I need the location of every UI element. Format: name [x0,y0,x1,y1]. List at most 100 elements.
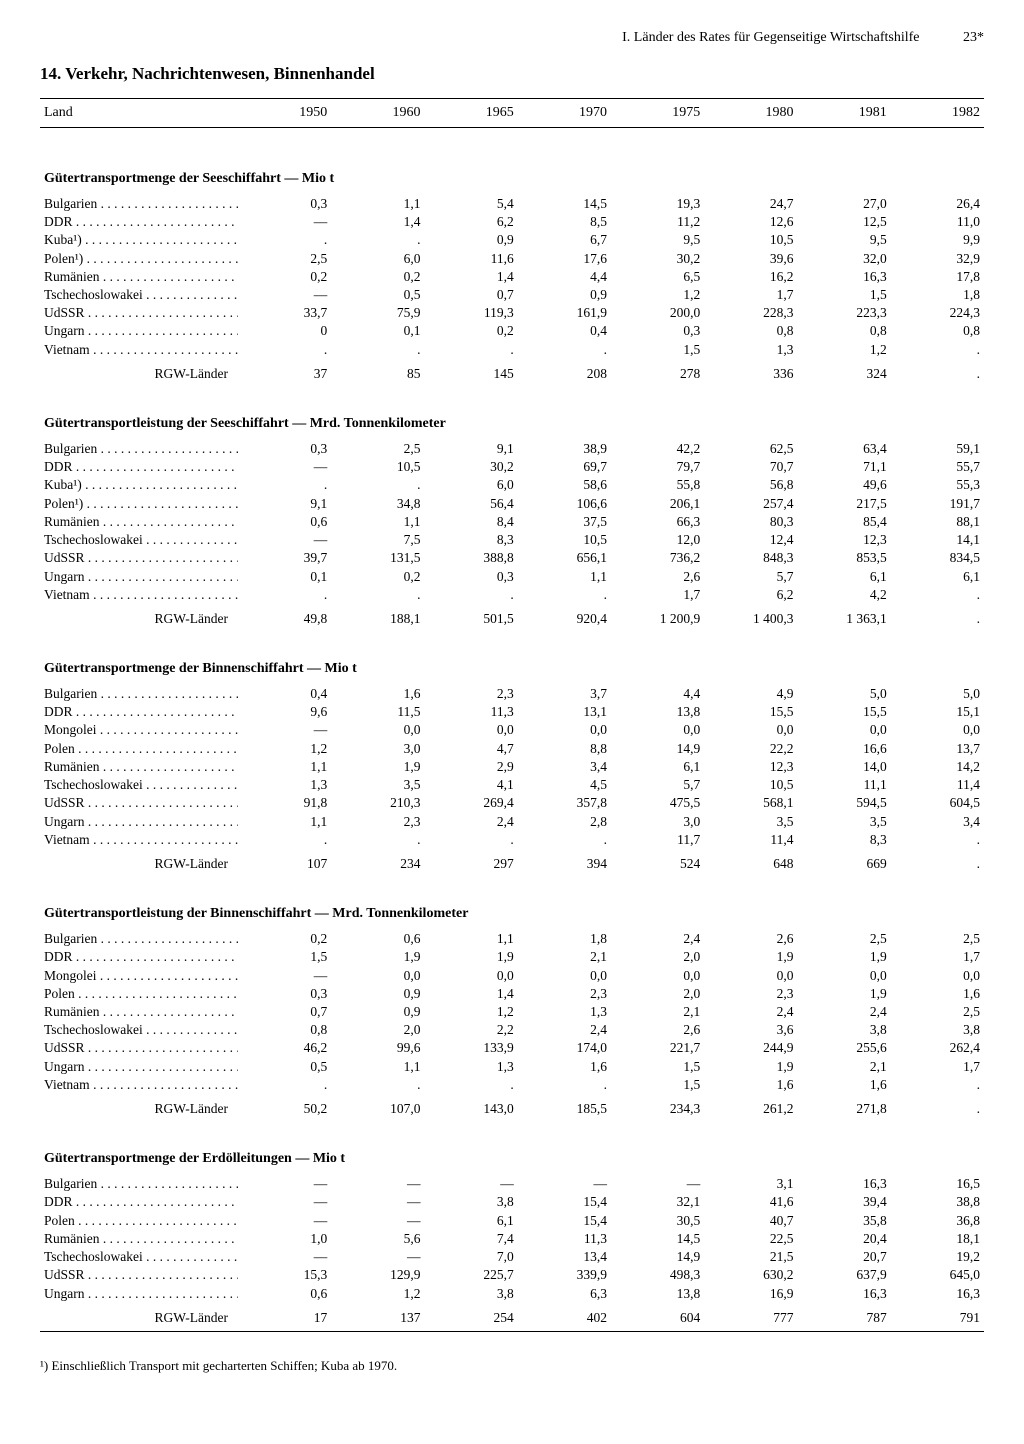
table-row: Rumänien1,11,92,93,46,112,314,014,2 [40,758,984,776]
table-row: Bulgarien0,41,62,33,74,44,95,05,0 [40,685,984,703]
country-cell: UdSSR [40,794,238,812]
country-cell: Polen¹) [40,495,238,513]
value-cell: — [238,721,331,739]
value-cell: 13,8 [611,1285,704,1303]
col-header-year: 1960 [331,99,424,128]
value-cell: 2,3 [331,813,424,831]
value-cell: 9,1 [425,440,518,458]
value-cell: 10,5 [704,231,797,249]
total-value: . [891,849,984,877]
table-row: Bulgarien—————3,116,316,5 [40,1175,984,1193]
value-cell: 568,1 [704,794,797,812]
total-value: 17 [238,1303,331,1332]
value-cell: 0,0 [611,967,704,985]
value-cell: 1,3 [518,1003,611,1021]
value-cell: 1,2 [425,1003,518,1021]
country-cell: Ungarn [40,568,238,586]
value-cell: 3,1 [704,1175,797,1193]
value-cell: — [238,286,331,304]
value-cell: . [518,1076,611,1094]
total-label: RGW-Länder [40,849,238,877]
value-cell: 40,7 [704,1212,797,1230]
value-cell: 3,5 [798,813,891,831]
total-value: 185,5 [518,1094,611,1122]
value-cell: 6,1 [425,1212,518,1230]
table-row: Vietnam....11,711,48,3. [40,831,984,849]
value-cell: 645,0 [891,1266,984,1284]
table-row: Tschechoslowakei1,33,54,14,55,710,511,11… [40,776,984,794]
value-cell: 5,7 [704,568,797,586]
value-cell: 1,9 [425,948,518,966]
total-value: 208 [518,359,611,387]
value-cell: 5,0 [798,685,891,703]
value-cell: 11,3 [425,703,518,721]
country-cell: Ungarn [40,1285,238,1303]
country-cell: UdSSR [40,549,238,567]
value-cell: 1,9 [798,948,891,966]
value-cell: 6,5 [611,268,704,286]
value-cell: — [425,1175,518,1193]
value-cell: 2,1 [611,1003,704,1021]
value-cell: 13,7 [891,740,984,758]
total-value: 336 [704,359,797,387]
table-body: Gütertransportmenge der Seeschiffahrt — … [40,128,984,1332]
value-cell: . [425,1076,518,1094]
country-cell: Tschechoslowakei [40,1248,238,1266]
total-value: 271,8 [798,1094,891,1122]
subsection-heading: Gütertransportmenge der Binnenschiffahrt… [40,632,984,685]
value-cell: 99,6 [331,1039,424,1057]
value-cell: 19,3 [611,195,704,213]
value-cell: 1,4 [425,268,518,286]
value-cell: 16,6 [798,740,891,758]
total-row: RGW-Länder3785145208278336324. [40,359,984,387]
value-cell: . [425,586,518,604]
value-cell: 0,6 [238,1285,331,1303]
subsection-heading: Gütertransportleistung der Binnenschiffa… [40,877,984,930]
value-cell: 2,8 [518,813,611,831]
value-cell: 225,7 [425,1266,518,1284]
value-cell: 0,0 [331,721,424,739]
page-number: 23* [963,30,984,45]
value-cell: 26,4 [891,195,984,213]
value-cell: 736,2 [611,549,704,567]
value-cell: 0,3 [425,568,518,586]
value-cell: 3,0 [611,813,704,831]
value-cell: 15,5 [704,703,797,721]
value-cell: 1,7 [704,286,797,304]
value-cell: . [518,586,611,604]
country-cell: DDR [40,213,238,231]
table-row: Ungarn0,10,20,31,12,65,76,16,1 [40,568,984,586]
value-cell: 20,4 [798,1230,891,1248]
table-row: Ungarn00,10,20,40,30,80,80,8 [40,322,984,340]
col-header-year: 1982 [891,99,984,128]
value-cell: 1,1 [238,758,331,776]
subsection-heading: Gütertransportmenge der Erdölleitungen —… [40,1122,984,1175]
value-cell: 12,3 [798,531,891,549]
value-cell: 38,9 [518,440,611,458]
country-cell: Mongolei [40,967,238,985]
country-cell: DDR [40,1193,238,1211]
country-cell: Rumänien [40,513,238,531]
value-cell: 14,0 [798,758,891,776]
value-cell: 1,5 [611,1076,704,1094]
value-cell: 0,3 [611,322,704,340]
total-value: 791 [891,1303,984,1332]
total-value: 85 [331,359,424,387]
value-cell: 630,2 [704,1266,797,1284]
table-row: DDR1,51,91,92,12,01,91,91,7 [40,948,984,966]
value-cell: 0,2 [331,268,424,286]
value-cell: 0,1 [238,568,331,586]
value-cell: 1,0 [238,1230,331,1248]
value-cell: . [238,831,331,849]
value-cell: 257,4 [704,495,797,513]
value-cell: 1,5 [611,341,704,359]
value-cell: 3,8 [798,1021,891,1039]
table-row: Ungarn0,61,23,86,313,816,916,316,3 [40,1285,984,1303]
value-cell: 7,4 [425,1230,518,1248]
value-cell: 9,1 [238,495,331,513]
value-cell: 2,5 [331,440,424,458]
country-cell: Vietnam [40,1076,238,1094]
value-cell: 0,0 [611,721,704,739]
value-cell: 15,1 [891,703,984,721]
value-cell: 0,2 [331,568,424,586]
